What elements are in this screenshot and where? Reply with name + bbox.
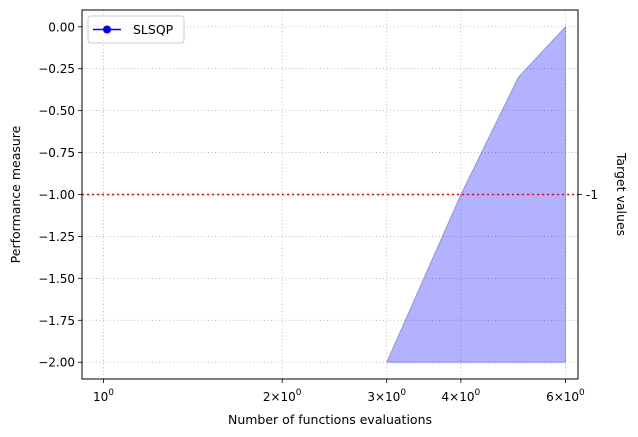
x-tick-label: 6×100	[546, 388, 585, 404]
y-tick-label: 0.00	[48, 20, 75, 34]
x-axis-ticks: 100 2×100 3×100 4×100 6×100	[93, 379, 585, 404]
y-tick-label: −1.50	[38, 272, 75, 286]
x-tick-label: 4×100	[442, 388, 481, 404]
series-fill-area	[385, 25, 566, 363]
x-tick-label: 3×100	[367, 388, 406, 404]
grid	[82, 10, 578, 379]
right-axis-label: Target values	[614, 152, 629, 236]
y-tick-label: −1.00	[38, 188, 75, 202]
right-axis-ticks: -1	[578, 188, 598, 202]
right-tick-label: -1	[586, 188, 598, 202]
x-axis-label: Number of functions evaluations	[228, 412, 432, 427]
x-tick-label: 100	[93, 388, 114, 404]
y-tick-label: −1.75	[38, 314, 75, 328]
y-tick-label: −1.25	[38, 230, 75, 244]
y-axis-ticks: 0.00 −0.25 −0.50 −0.75 −1.00 −1.25 −1.50 −1.75 −…	[38, 20, 82, 370]
y-tick-label: −0.75	[38, 146, 75, 160]
legend: SLSQP	[87, 15, 185, 44]
x-tick-label: 2×100	[263, 388, 302, 404]
legend-label: SLSQP	[133, 22, 174, 37]
y-tick-label: −0.25	[38, 62, 75, 76]
legend-marker	[103, 25, 111, 34]
y-tick-label: −0.50	[38, 104, 75, 118]
y-tick-label: −2.00	[38, 356, 75, 370]
legend-box	[87, 15, 185, 44]
y-axis-label: Performance measure	[8, 125, 23, 263]
series-areas	[385, 25, 566, 363]
